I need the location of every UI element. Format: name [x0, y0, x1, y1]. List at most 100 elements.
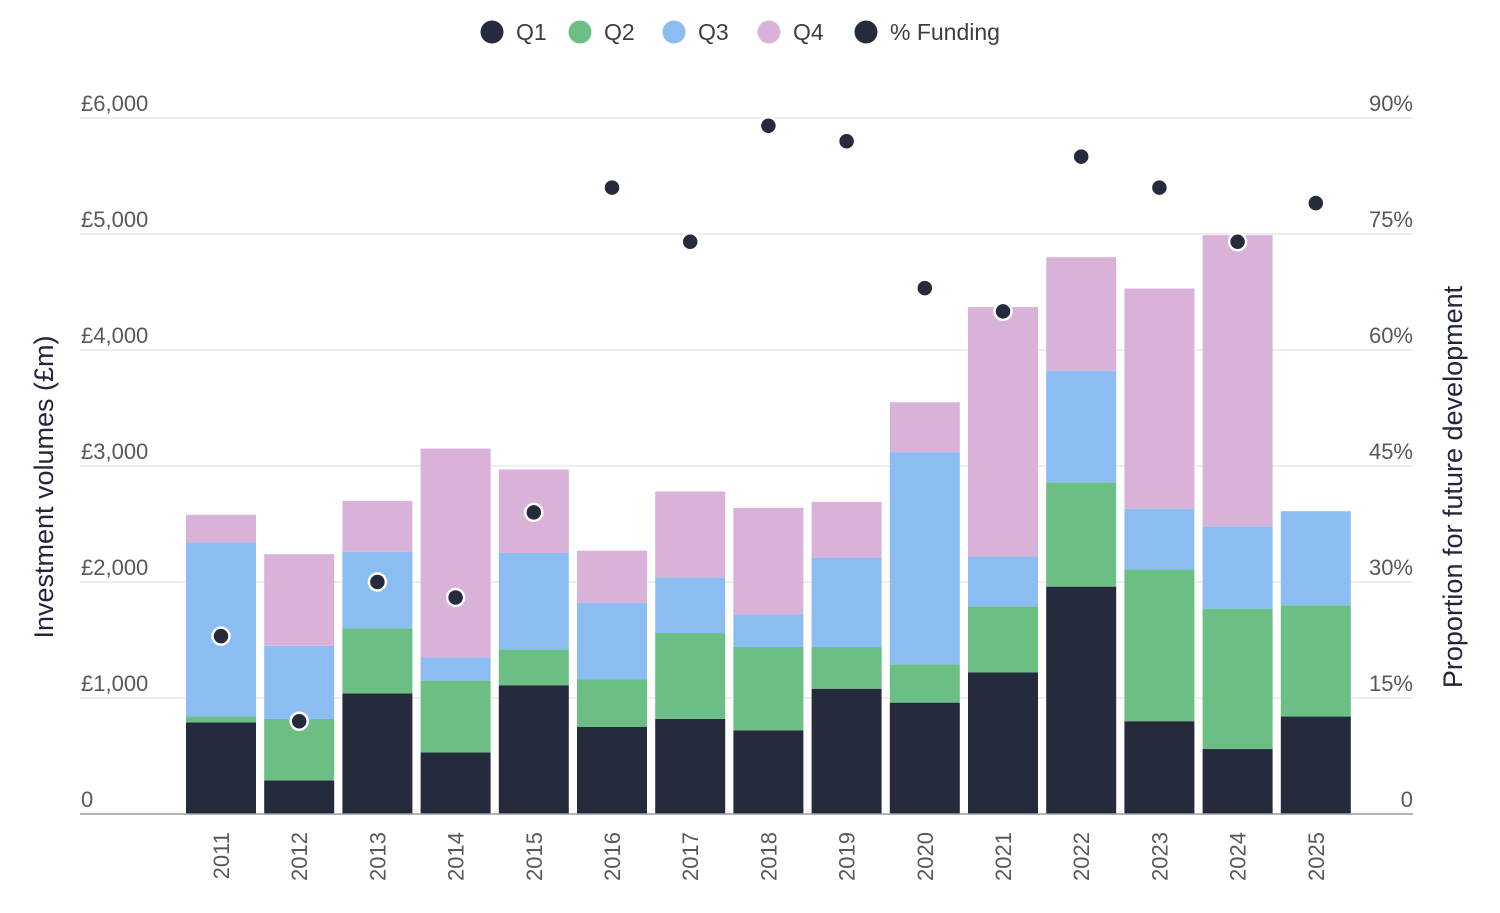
bar-segment-q1-2020	[889, 702, 960, 814]
bar-segment-q4-2016	[577, 550, 647, 603]
x-tick-label: 2018	[756, 832, 781, 881]
legend-label: % Funding	[890, 19, 1000, 45]
x-tick-label: 2014	[444, 832, 469, 881]
legend-swatch-q3	[662, 20, 686, 44]
x-tick-label: 2022	[1069, 832, 1094, 881]
y2-tick-label: 75%	[1369, 207, 1413, 232]
bar-segment-q4-2012	[264, 554, 335, 646]
funding-point-2014	[445, 587, 466, 608]
bar-segment-q4-2019	[811, 501, 882, 558]
bar-segment-q3-2018	[733, 614, 804, 647]
bar-segment-q2-2019	[811, 646, 882, 689]
bar-segment-q3-2022	[1046, 370, 1117, 483]
legend-swatch-q1	[480, 20, 504, 44]
bar-segment-q2-2013	[342, 628, 413, 694]
legend-label: Q3	[698, 19, 729, 45]
bar-segment-q4-2021	[968, 307, 1038, 557]
bar-segment-q3-2021	[968, 556, 1038, 607]
bar-segment-q2-2024	[1202, 608, 1273, 750]
bar-segment-q3-2015	[498, 553, 569, 650]
legend-swatch-q2	[568, 20, 592, 44]
bar-segment-q4-2013	[342, 500, 413, 552]
bar-segment-q2-2021	[968, 606, 1038, 673]
y-tick-label: £1,000	[81, 671, 148, 696]
legend-swatch-funding	[854, 20, 878, 44]
x-tick-label: 2017	[678, 832, 703, 881]
x-tick-label: 2021	[991, 832, 1016, 881]
bar-segment-q1-2023	[1124, 721, 1195, 814]
bar-segment-q2-2023	[1124, 569, 1195, 722]
bar-segment-q1-2016	[577, 727, 647, 814]
y2-tick-label: 0	[1401, 787, 1413, 812]
axes: 0 0 £1,000 15% £2,000 30% £3,000 45% £4,000 60% £5…	[80, 91, 1413, 881]
bar-segment-q4-2023	[1124, 288, 1195, 509]
funding-point-2025	[1306, 193, 1326, 213]
y-tick-label: £3,000	[81, 439, 148, 464]
funding-point-2020	[915, 278, 935, 298]
y2-tick-label: 30%	[1369, 555, 1413, 580]
legend-label: Q1	[516, 19, 547, 45]
y-tick-label: 0	[81, 787, 93, 812]
bar-segment-q1-2014	[420, 752, 491, 814]
bar-segment-q2-2020	[889, 664, 960, 703]
x-tick-label: 2015	[522, 832, 547, 881]
y-tick-label: £5,000	[81, 207, 148, 232]
funding-point-2015	[524, 502, 544, 523]
funding-point-2011	[211, 626, 231, 646]
bar-segment-q4-2020	[889, 402, 960, 453]
bar-segment-q2-2014	[420, 680, 491, 753]
bar-segment-q1-2015	[498, 685, 569, 814]
bar-segment-q1-2019	[811, 688, 882, 814]
funding-point-2021	[993, 301, 1013, 322]
funding-points	[211, 115, 1326, 731]
bar-segment-q1-2013	[342, 693, 413, 814]
bar-segment-q1-2021	[968, 672, 1038, 814]
y2-tick-label: 45%	[1369, 439, 1413, 464]
bar-segment-q4-2014	[420, 448, 491, 658]
x-tick-label: 2025	[1304, 832, 1329, 881]
bar-segment-q2-2025	[1280, 605, 1351, 717]
bar-segment-q3-2023	[1124, 508, 1195, 570]
bar-segment-q3-2024	[1202, 526, 1273, 609]
x-tick-label: 2019	[835, 832, 860, 881]
y-tick-label: £4,000	[81, 323, 148, 348]
bar-segment-q2-2016	[577, 679, 647, 727]
legend-label: Q4	[793, 19, 824, 45]
y-tick-label: £6,000	[81, 91, 148, 116]
bar-segment-q1-2022	[1046, 586, 1117, 814]
x-tick-label: 2012	[287, 832, 312, 881]
stacked-bars	[186, 235, 1351, 814]
bar-segment-q1-2025	[1280, 716, 1351, 814]
funding-point-2013	[367, 572, 388, 592]
bar-segment-q1-2018	[733, 730, 804, 814]
bar-segment-q2-2018	[733, 646, 804, 731]
y-axis-title: Investment volumes (£m)	[29, 335, 59, 638]
funding-point-2016	[602, 177, 622, 198]
funding-point-2019	[836, 131, 857, 151]
funding-point-2023	[1149, 177, 1170, 198]
y2-tick-label: 60%	[1369, 323, 1413, 348]
y2-tick-label: 15%	[1369, 671, 1413, 696]
bar-segment-q3-2017	[655, 577, 726, 634]
funding-point-2018	[758, 115, 779, 136]
bar-segment-q4-2011	[186, 514, 256, 543]
bar-segment-q3-2012	[264, 645, 335, 719]
x-tick-label: 2020	[913, 832, 938, 881]
bar-segment-q1-2012	[264, 780, 335, 814]
y-tick-label: £2,000	[81, 555, 148, 580]
y2-axis-title: Proportion for future development	[1438, 285, 1468, 688]
bar-segment-q3-2019	[811, 557, 882, 647]
funding-point-2024	[1227, 231, 1248, 252]
bar-segment-q3-2020	[889, 452, 960, 665]
legend: Q1 Q2 Q3 Q4 % Funding	[480, 19, 1000, 45]
bar-segment-q4-2018	[733, 507, 804, 615]
funding-point-2022	[1071, 146, 1091, 167]
bar-segment-q3-2025	[1280, 511, 1351, 606]
bar-segment-q1-2024	[1202, 749, 1273, 814]
bar-segment-q2-2015	[498, 649, 569, 686]
bar-segment-q4-2022	[1046, 257, 1117, 371]
bar-segment-q3-2016	[577, 602, 647, 680]
x-tick-label: 2013	[365, 832, 390, 881]
bar-segment-q1-2011	[186, 722, 256, 814]
